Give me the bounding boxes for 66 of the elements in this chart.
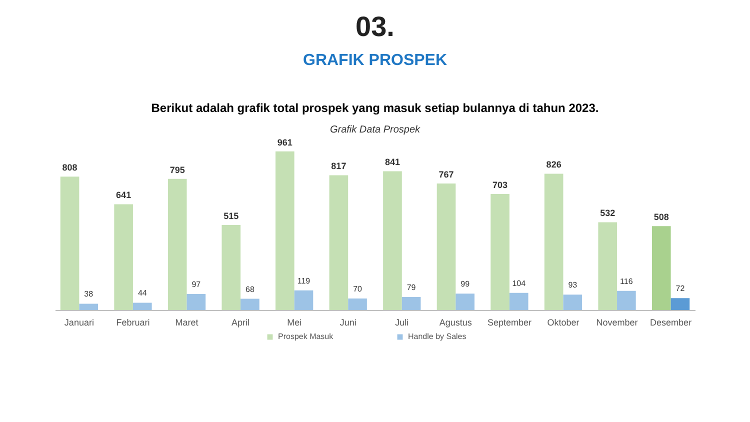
- data-label: 93: [568, 280, 578, 290]
- x-tick-label: November: [596, 318, 638, 328]
- bar: [222, 225, 241, 310]
- data-label: 532: [600, 208, 616, 218]
- bar: [402, 296, 421, 310]
- x-tick-label: Februari: [116, 318, 150, 328]
- bar: [132, 302, 152, 310]
- data-label: 72: [676, 284, 686, 294]
- data-label: 99: [460, 280, 470, 289]
- data-label: 44: [138, 288, 148, 298]
- data-label: 68: [246, 284, 255, 294]
- data-label: 515: [224, 211, 239, 222]
- data-label: 70: [353, 284, 363, 294]
- data-label: 817: [331, 161, 346, 172]
- bar: [652, 226, 671, 310]
- x-tick-label: Oktober: [547, 318, 580, 328]
- bar: [329, 175, 348, 310]
- data-label: 97: [192, 280, 202, 289]
- bar: [670, 298, 690, 310]
- bar: [436, 183, 456, 310]
- data-label: 104: [512, 278, 526, 288]
- bar: [598, 222, 618, 310]
- bar: [383, 171, 402, 310]
- bar: [240, 298, 260, 310]
- data-label: 38: [84, 290, 94, 299]
- chart-title: Grafik Data Prospek: [330, 124, 422, 136]
- bar: [186, 294, 206, 310]
- bar: [456, 294, 474, 310]
- data-label: 826: [546, 160, 562, 170]
- x-tick-label: Juni: [340, 318, 356, 328]
- data-label: 808: [62, 162, 78, 173]
- bar: [563, 294, 582, 310]
- text: 03.: [356, 11, 394, 42]
- data-label: 508: [654, 212, 669, 222]
- data-label: 841: [384, 157, 400, 168]
- text: GRAFIK PROSPEK: [302, 52, 448, 69]
- bar: [276, 151, 294, 310]
- chart-subtitle: Berikut adalah grafik total prospek yang masuk setiap bulannya di tahun 2023.: [151, 101, 599, 115]
- x-tick-label: Juli: [395, 318, 409, 328]
- data-label: 795: [170, 164, 185, 175]
- x-tick-label: Maret: [175, 318, 199, 328]
- bar: [617, 290, 636, 310]
- data-label: 961: [277, 137, 292, 148]
- bar: [168, 178, 187, 310]
- x-tick-label: September: [487, 318, 532, 328]
- data-label: 79: [406, 282, 416, 292]
- x-tick-label: Desember: [650, 318, 692, 328]
- x-tick-label: April: [232, 318, 250, 328]
- legend-label: Handle by Sales: [408, 332, 466, 341]
- bar: [544, 174, 564, 310]
- data-label: 703: [492, 180, 508, 190]
- data-label: 767: [438, 169, 454, 180]
- bar: [60, 176, 80, 310]
- bar: [294, 290, 314, 310]
- bar: [114, 204, 133, 310]
- legend-label: Prospek Masuk: [278, 332, 334, 341]
- x-tick-label: Agustus: [439, 318, 472, 328]
- data-label: 119: [297, 276, 311, 286]
- data-label: 116: [620, 276, 634, 286]
- bar: [490, 194, 510, 310]
- x-tick-label: Mei: [287, 318, 302, 328]
- bar: [79, 304, 98, 310]
- data-label: 641: [116, 190, 132, 200]
- bar: [509, 292, 528, 310]
- bar: [348, 298, 367, 310]
- x-tick-label: Januari: [64, 318, 94, 328]
